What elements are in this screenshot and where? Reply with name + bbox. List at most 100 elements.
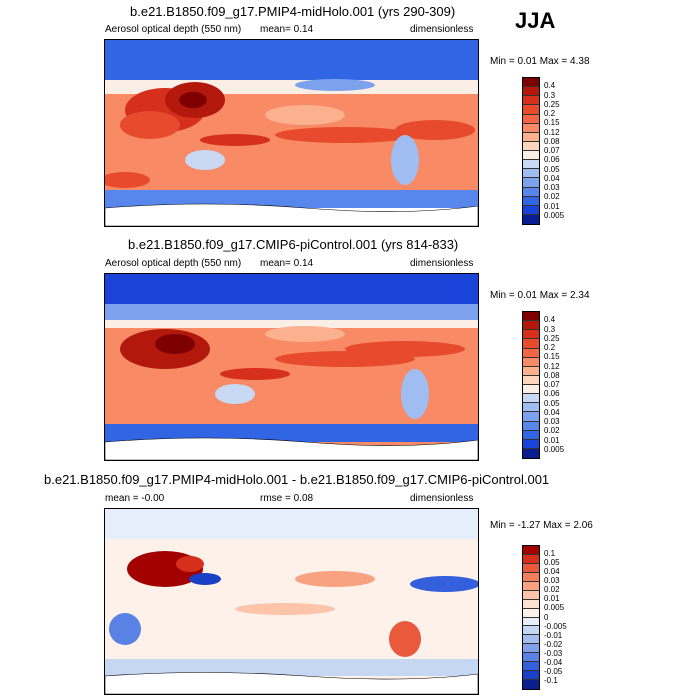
colorbar-tick-label: 0 — [544, 612, 549, 622]
colorbar-tick-label: 0.3 — [544, 324, 556, 334]
colorbar-tick-label: 0.005 — [544, 444, 565, 454]
colorbar-box — [523, 169, 539, 179]
panel2-minmax: Min = 0.01 Max = 2.34 — [490, 290, 590, 301]
colorbar-tick-label: 0.4 — [544, 315, 556, 325]
colorbar-tick-label: 0.07 — [544, 146, 560, 155]
colorbar-box — [523, 385, 539, 395]
colorbar-box — [523, 439, 539, 449]
colorbar-box — [523, 448, 539, 458]
panel3-units: dimensionless — [410, 493, 474, 504]
panel1-colorbar — [522, 77, 540, 225]
colorbar-box — [523, 151, 539, 161]
colorbar-tick-label: 0.005 — [544, 210, 565, 220]
colorbar-tick-label: 0.05 — [544, 398, 560, 408]
colorbar-box — [523, 87, 539, 97]
colorbar-box — [523, 78, 539, 88]
colorbar-box — [523, 321, 539, 331]
colorbar-box — [523, 394, 539, 404]
colorbar-box — [523, 546, 539, 555]
colorbar-tick-label: 0.12 — [544, 361, 560, 371]
colorbar-box — [523, 554, 539, 564]
panel2-mean: mean= 0.14 — [260, 258, 314, 269]
panel3-colorbar — [522, 545, 540, 690]
colorbar-tick-label: 0.07 — [544, 380, 560, 389]
panel1-minmax: Min = 0.01 Max = 4.38 — [490, 56, 590, 67]
panel3-mean: mean = -0.00 — [105, 493, 165, 504]
panel2-title: b.e21.B1850.f09_g17.CMIP6-piControl.001 … — [128, 237, 459, 252]
colorbar-tick-label: 0.02 — [544, 585, 560, 595]
colorbar-box — [523, 653, 539, 663]
colorbar-tick-label: -0.04 — [544, 657, 563, 667]
colorbar-tick-label: 0.04 — [544, 407, 560, 417]
colorbar-box — [523, 366, 539, 376]
colorbar-tick-label: 0.02 — [544, 192, 560, 202]
colorbar-box — [523, 141, 539, 151]
colorbar-tick-label: 0.01 — [544, 435, 560, 445]
panel2-units: dimensionless — [410, 258, 474, 269]
colorbar-box — [523, 105, 539, 115]
panel1-variable-label: Aerosol optical depth (550 nm) — [105, 24, 242, 35]
colorbar-tick-label: 0.08 — [544, 370, 560, 380]
colorbar-tick-label: 0.05 — [544, 164, 560, 174]
panel3-title: b.e21.B1850.f09_g17.PMIP4-midHolo.001 - … — [44, 472, 550, 487]
colorbar-tick-label: 0.04 — [544, 567, 560, 577]
colorbar-tick-label: 0.03 — [544, 576, 560, 586]
colorbar-box — [523, 626, 539, 636]
colorbar-box — [523, 339, 539, 349]
colorbar-tick-label: 0.3 — [544, 90, 556, 100]
colorbar-tick-label: 0.12 — [544, 127, 560, 137]
panel1-mean: mean= 0.14 — [260, 24, 314, 35]
colorbar-box — [523, 114, 539, 124]
colorbar-box — [523, 375, 539, 385]
colorbar-tick-label: 0.25 — [544, 333, 560, 343]
colorbar-tick-label: 0.2 — [544, 343, 556, 352]
colorbar-tick-label: -0.005 — [544, 621, 567, 631]
colorbar-tick-label: 0.01 — [544, 201, 560, 211]
colorbar-box — [523, 412, 539, 422]
colorbar-tick-label: 0.04 — [544, 173, 560, 183]
colorbar-box — [523, 205, 539, 215]
colorbar-tick-label: 0.2 — [544, 109, 556, 118]
colorbar-box — [523, 132, 539, 142]
colorbar-box — [523, 330, 539, 340]
colorbar-box — [523, 671, 539, 681]
panel1-map — [104, 39, 479, 227]
colorbar-box — [523, 214, 539, 224]
colorbar-tick-label: 0.08 — [544, 136, 560, 146]
colorbar-tick-label: 0.01 — [544, 594, 560, 604]
panel1-title: b.e21.B1850.f09_g17.PMIP4-midHolo.001 (y… — [130, 4, 456, 19]
panel2-map — [104, 273, 479, 461]
colorbar-box — [523, 581, 539, 591]
colorbar-tick-label: 0.1 — [544, 549, 556, 559]
colorbar-box — [523, 123, 539, 133]
colorbar-tick-label: 0.03 — [544, 417, 560, 426]
colorbar-tick-label: 0.15 — [544, 118, 560, 128]
colorbar-box — [523, 312, 539, 322]
panel3-rmse: rmse = 0.08 — [260, 493, 314, 504]
colorbar-tick-label: -0.1 — [544, 675, 558, 685]
colorbar-box — [523, 608, 539, 618]
colorbar-tick-label: 0.06 — [544, 389, 560, 399]
colorbar-box — [523, 680, 539, 689]
colorbar-tick-label: 0.03 — [544, 183, 560, 192]
colorbar-box — [523, 590, 539, 600]
colorbar-box — [523, 635, 539, 645]
colorbar-box — [523, 96, 539, 106]
colorbar-box — [523, 563, 539, 573]
colorbar-tick-label: -0.03 — [544, 648, 563, 658]
colorbar-box — [523, 572, 539, 582]
colorbar-box — [523, 430, 539, 440]
colorbar-tick-label: -0.01 — [544, 630, 563, 640]
panel2-variable-label: Aerosol optical depth (550 nm) — [105, 258, 242, 269]
colorbar-box — [523, 617, 539, 627]
colorbar-tick-label: -0.05 — [544, 666, 563, 676]
colorbar-box — [523, 421, 539, 431]
panel3-map — [104, 508, 479, 695]
colorbar-box — [523, 599, 539, 609]
colorbar-box — [523, 187, 539, 197]
colorbar-tick-label: -0.02 — [544, 639, 563, 649]
colorbar-tick-label: 0.02 — [544, 426, 560, 436]
colorbar-tick-label: 0.4 — [544, 81, 556, 91]
colorbar-tick-label: 0.25 — [544, 99, 560, 109]
colorbar-box — [523, 644, 539, 654]
